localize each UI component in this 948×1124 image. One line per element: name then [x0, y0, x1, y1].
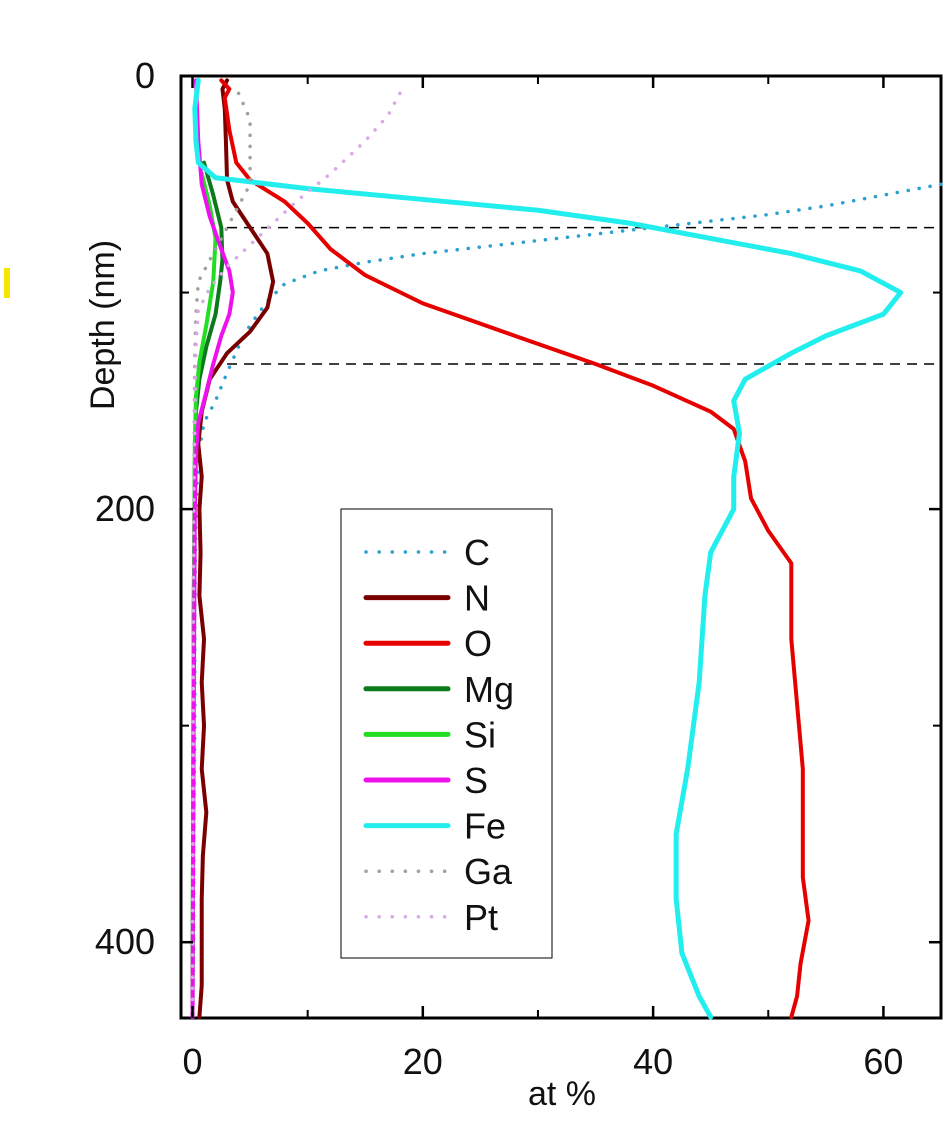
legend-label-pt: Pt: [464, 897, 498, 938]
series-line-fe: [192, 77, 904, 1020]
x-tick-label: 60: [863, 1041, 903, 1082]
reference-lines: [227, 226, 941, 365]
y-tick-label: 400: [95, 921, 155, 962]
series-line-s: [190, 78, 235, 1019]
y-axis-label: Depth (nm): [84, 240, 122, 410]
x-axis-label: at %: [528, 1075, 596, 1113]
legend-label-c: C: [464, 532, 490, 573]
legend-label-ga: Ga: [464, 851, 513, 892]
x-tick-label: 40: [633, 1041, 673, 1082]
legend-label-s: S: [464, 760, 488, 801]
legend-label-n: N: [464, 578, 490, 619]
x-tick-label: 20: [403, 1041, 443, 1082]
series-line-c: [190, 182, 943, 1019]
plot-frame: [179, 74, 943, 1020]
legend-label-mg: Mg: [464, 669, 514, 710]
x-tick-label: 0: [182, 1041, 202, 1082]
yellow-edge-marker: [4, 268, 10, 298]
series-layer: [190, 77, 943, 1020]
legend-label-o: O: [464, 623, 492, 664]
y-tick-label: 200: [95, 488, 155, 529]
series-line-o: [219, 78, 811, 1019]
legend-label-si: Si: [464, 714, 496, 755]
y-tick-label: 0: [135, 55, 155, 96]
series-line-ga: [190, 91, 252, 1019]
ticks-layer: 0 20 40 60 0 200 400: [95, 55, 941, 1082]
legend-label-fe: Fe: [464, 806, 506, 847]
